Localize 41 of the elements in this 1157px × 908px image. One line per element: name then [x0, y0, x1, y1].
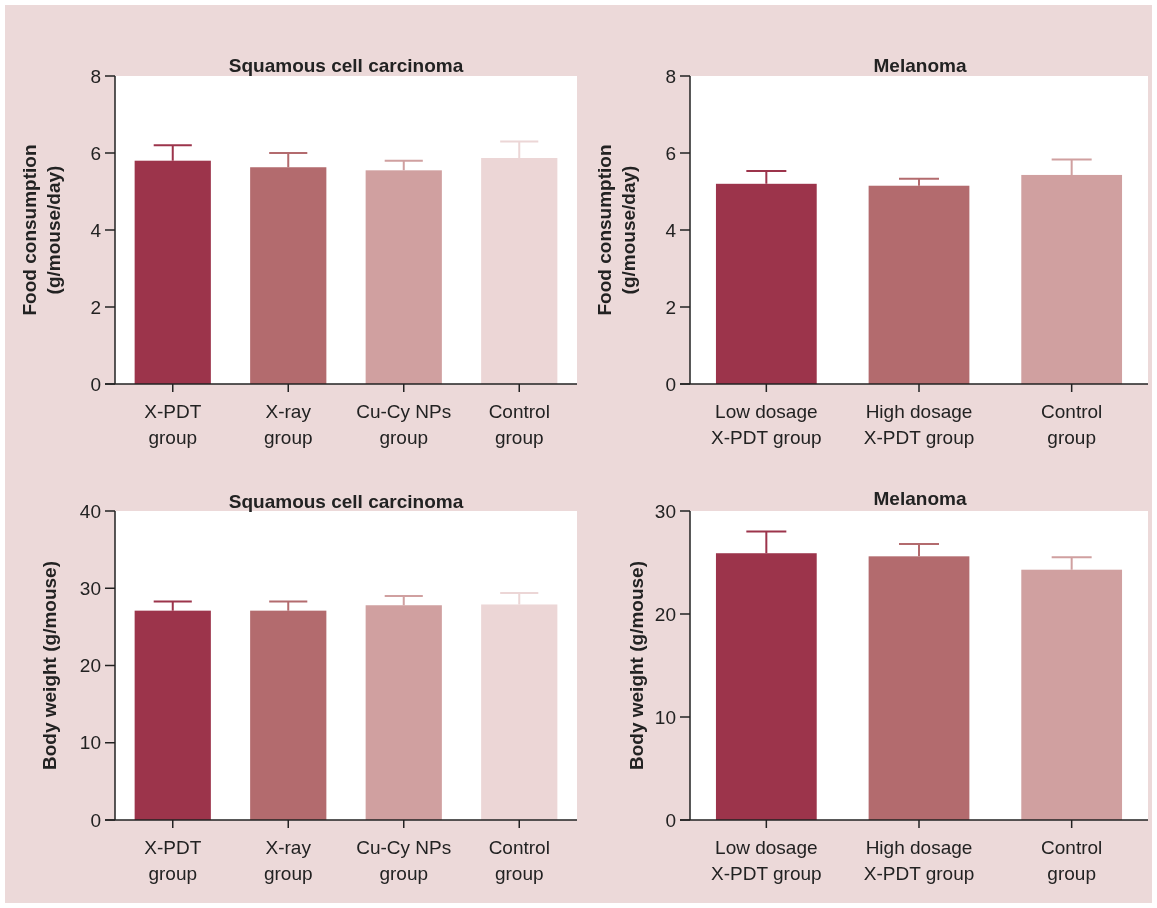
y-tick-label: 6 — [90, 142, 101, 164]
x-tick-label: Control group — [1041, 401, 1103, 448]
y-axis-title: Body weight (g/mouse) — [626, 561, 647, 770]
y-tick-label: 0 — [665, 373, 676, 395]
chart-title: Melanoma — [873, 488, 967, 509]
x-tick-label: Cu-Cy NPs group — [356, 401, 452, 448]
y-tick-label: 10 — [654, 706, 676, 728]
y-tick-label: 20 — [654, 603, 676, 625]
y-tick-label: 2 — [90, 296, 101, 318]
y-axis-title: Body weight (g/mouse) — [39, 561, 60, 770]
chart-title: Melanoma — [873, 55, 967, 76]
x-tick-label: X-ray group — [263, 401, 313, 448]
y-tick-label: 0 — [90, 809, 101, 831]
x-tick-label: Cu-Cy NPs group — [356, 837, 452, 884]
x-tick-label: Control group — [488, 401, 550, 448]
x-tick-label: Low dosage X-PDT group — [711, 401, 822, 448]
chart-title: Squamous cell carcinoma — [228, 55, 464, 76]
y-tick-label: 10 — [79, 732, 101, 754]
chart-title: Squamous cell carcinoma — [228, 491, 464, 512]
x-tick-label: X-ray group — [263, 837, 313, 884]
y-tick-label: 8 — [665, 65, 676, 87]
y-tick-label: 40 — [79, 500, 101, 522]
x-tick-label: Control group — [488, 837, 550, 884]
y-tick-label: 6 — [665, 142, 676, 164]
y-tick-label: 20 — [79, 655, 101, 677]
y-axis-title: Food consumption (g/mouse/day) — [594, 144, 639, 316]
x-tick-label: X-PDT group — [144, 401, 202, 448]
y-tick-label: 8 — [90, 65, 101, 87]
y-tick-label: 0 — [665, 809, 676, 831]
y-tick-label: 2 — [665, 296, 676, 318]
x-tick-label: Control group — [1041, 837, 1103, 884]
x-tick-label: High dosage X-PDT group — [863, 401, 975, 448]
y-tick-label: 30 — [654, 500, 676, 522]
y-tick-label: 4 — [90, 219, 102, 241]
x-tick-label: X-PDT group — [144, 837, 202, 884]
y-axis-title: Food consumption (g/mouse/day) — [19, 144, 64, 316]
y-tick-label: 30 — [79, 577, 101, 599]
x-tick-label: High dosage X-PDT group — [863, 837, 975, 884]
y-tick-label: 4 — [665, 219, 677, 241]
x-tick-label: Low dosage X-PDT group — [711, 837, 822, 884]
y-tick-label: 0 — [90, 373, 101, 395]
